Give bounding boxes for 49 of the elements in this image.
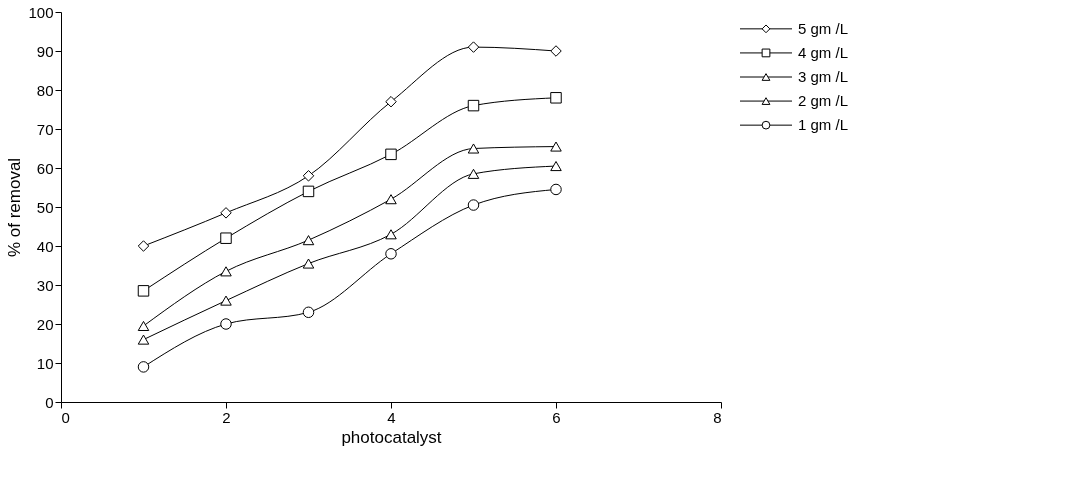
y-tick-label: 70 [36, 120, 54, 138]
y-tick-label: 0 [45, 393, 54, 411]
legend-label: 4 gm /L [798, 43, 849, 61]
x-tick-label: 0 [61, 408, 70, 426]
point [302, 306, 315, 319]
point [467, 168, 480, 179]
point [467, 143, 480, 154]
point [220, 232, 232, 244]
legend-label: 3 gm /L [798, 68, 849, 85]
point [385, 148, 397, 161]
x-tick-label: 4 [387, 408, 396, 426]
y-tick-label: 20 [36, 315, 54, 333]
point [137, 285, 150, 297]
point [220, 207, 232, 219]
x-axis-title: photocatalyst [341, 427, 442, 447]
y-tick-label: 50 [36, 198, 54, 216]
legend-label: 5 gm /L [798, 19, 849, 37]
point [220, 318, 232, 330]
point [467, 99, 480, 112]
point [385, 194, 397, 205]
point [137, 320, 150, 331]
y-tick-label: 90 [36, 42, 54, 60]
point [302, 185, 315, 198]
point [220, 266, 232, 277]
legend-label: 1 gm /L [798, 116, 849, 134]
y-tick-label: 40 [36, 237, 54, 255]
point [550, 92, 562, 104]
point [385, 248, 397, 260]
point [550, 183, 562, 196]
x-tick-label: 6 [552, 408, 561, 426]
point [137, 334, 150, 345]
x-tick-label: 8 [713, 408, 722, 426]
y-tick-label: 60 [36, 159, 54, 177]
x-tick-label: 2 [222, 408, 231, 426]
point [302, 235, 315, 246]
y-tick-label: 100 [28, 3, 54, 21]
point [550, 141, 562, 152]
point [467, 199, 480, 211]
y-tick-label: 10 [36, 354, 54, 372]
y-axis-title: % of removal [5, 157, 25, 258]
point [385, 229, 397, 240]
point [137, 361, 150, 373]
legend-label: 2 gm /L [798, 92, 849, 110]
y-tick-label: 80 [36, 81, 54, 99]
point [550, 161, 562, 172]
point [220, 295, 232, 306]
y-tick-label: 30 [36, 276, 54, 294]
point [467, 41, 480, 53]
point [302, 258, 315, 269]
